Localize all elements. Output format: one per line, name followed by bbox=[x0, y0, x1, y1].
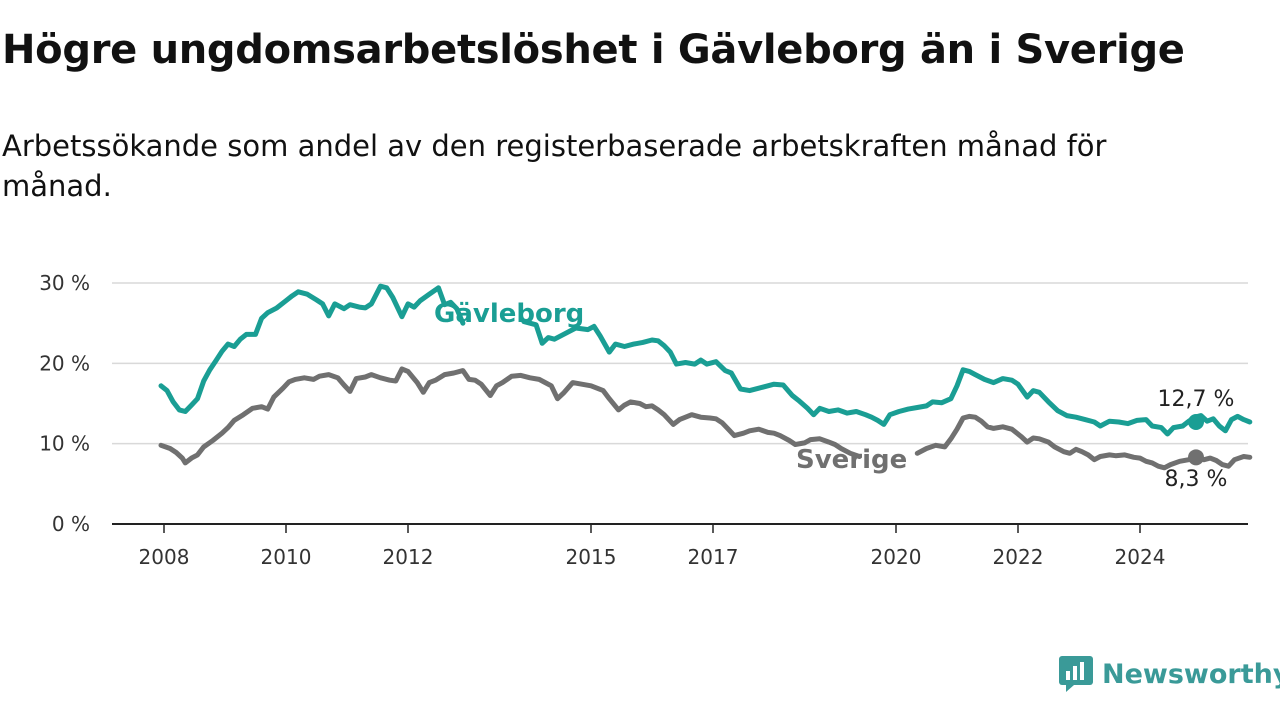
x-tick-label: 2022 bbox=[993, 545, 1044, 569]
line-chart: 0 % 10 % 20 % 30 % 2008 2010 2012 2015 2017 2020… bbox=[39, 271, 1253, 569]
x-axis: 2008 2010 2012 2015 2017 2020 2022 2024 bbox=[112, 523, 1248, 569]
series-name-label: Sverige bbox=[796, 445, 907, 475]
end-value-label: 8,3 % bbox=[1165, 467, 1228, 492]
x-tick-label: 2010 bbox=[261, 545, 312, 569]
x-tick-label: 2015 bbox=[566, 545, 617, 569]
newsworthy-logo: Newsworthy bbox=[1058, 654, 1280, 694]
series-line-sverige bbox=[158, 366, 862, 466]
x-tick-label: 2024 bbox=[1115, 545, 1166, 569]
x-tick-label: 2012 bbox=[383, 545, 434, 569]
series-name-label: Gävleborg bbox=[434, 299, 584, 329]
y-tick-label: 20 % bbox=[39, 351, 90, 375]
series-labels: Gävleborg 12,7 % Sverige 8,3 % bbox=[434, 299, 1234, 492]
x-tick-label: 2008 bbox=[139, 545, 190, 569]
page-title: Högre ungdomsarbetslöshet i Gävleborg än… bbox=[2, 27, 1185, 73]
newsworthy-logo-icon bbox=[1059, 656, 1093, 692]
end-point-marker bbox=[1188, 449, 1204, 466]
page-subtitle: Arbetssökande som andel av den registerb… bbox=[2, 129, 1107, 203]
series-lines bbox=[158, 283, 1253, 471]
y-tick-label: 10 % bbox=[39, 432, 90, 456]
y-tick-label: 30 % bbox=[39, 271, 90, 295]
x-tick-label: 2017 bbox=[688, 545, 739, 569]
end-point-marker bbox=[1188, 413, 1204, 430]
series-line-gavleborg bbox=[521, 319, 1253, 437]
y-tick-label: 0 % bbox=[52, 512, 90, 536]
series-line-gavleborg bbox=[158, 283, 466, 414]
y-axis: 0 % 10 % 20 % 30 % bbox=[39, 271, 90, 536]
end-value-label: 12,7 % bbox=[1158, 387, 1235, 412]
x-tick-label: 2020 bbox=[871, 545, 922, 569]
brand-name: Newsworthy bbox=[1102, 658, 1280, 690]
